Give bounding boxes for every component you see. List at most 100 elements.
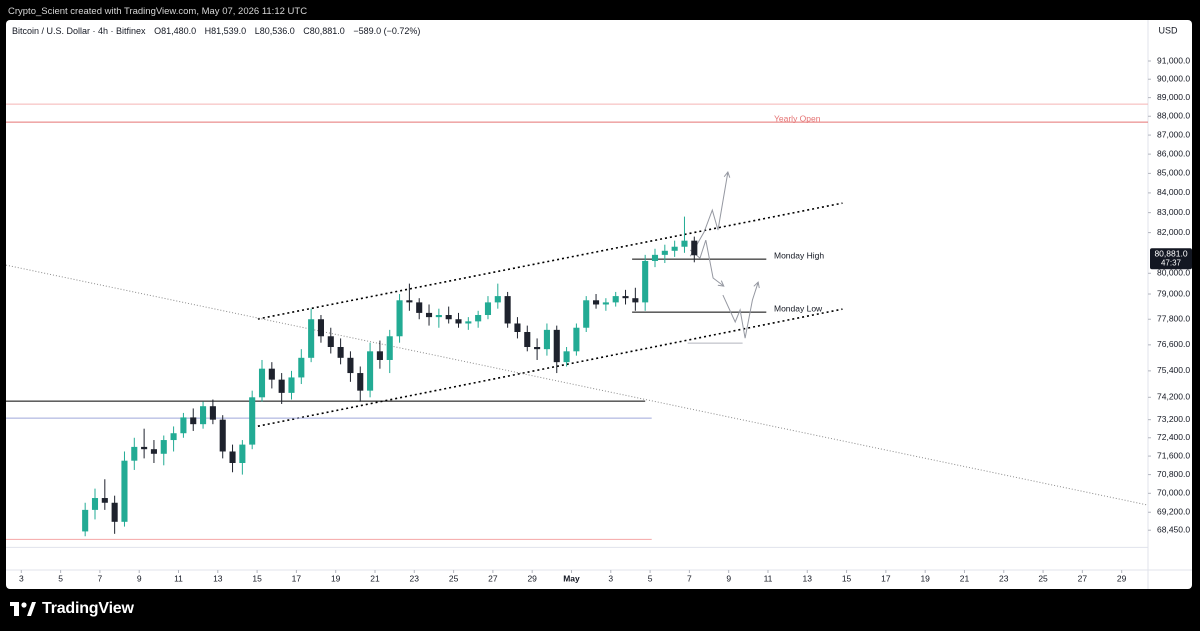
candle-body	[249, 397, 256, 445]
x-tick-label: 19	[920, 573, 930, 583]
x-tick-label: 3	[608, 573, 613, 583]
y-tick-label: 73,200.0	[1157, 414, 1190, 424]
x-tick-label: 21	[370, 573, 380, 583]
candle-body	[82, 509, 89, 532]
candle-body	[514, 323, 521, 332]
x-tick-label: 23	[410, 573, 420, 583]
drawing-line	[257, 308, 843, 427]
candle-body	[632, 298, 639, 303]
x-tick-label: 23	[999, 573, 1009, 583]
x-tick-label: 19	[331, 573, 341, 583]
candle-body	[661, 250, 668, 255]
candle-body	[416, 302, 423, 313]
ohlc-label: C	[303, 26, 310, 36]
x-tick-label: 11	[764, 573, 773, 583]
x-tick-label: May	[563, 573, 580, 583]
ohlc-label: H	[204, 26, 212, 36]
drawing-line	[722, 282, 759, 339]
y-tick-label: 84,000.0	[1157, 187, 1190, 197]
x-tick-label: 25	[449, 573, 459, 583]
y-tick-label: 77,800.0	[1157, 313, 1190, 323]
candle-body	[150, 449, 157, 454]
x-tick-label: 5	[58, 573, 63, 583]
last-price-tag	[1150, 248, 1192, 270]
candle-body	[317, 319, 325, 337]
plot-area: Yearly Open Monday High Monday Low	[6, 103, 1148, 548]
y-tick-label: 85,000.0	[1157, 168, 1190, 178]
x-tick-label: 9	[137, 573, 142, 583]
x-tick-label: 13	[803, 573, 813, 583]
candle-body	[278, 379, 285, 393]
y-tick-label: 76,600.0	[1157, 339, 1190, 349]
x-tick-label: 7	[687, 573, 692, 583]
x-tick-label: 7	[98, 573, 103, 583]
footer: TradingView	[10, 600, 134, 618]
candle-body	[465, 321, 472, 324]
candle-body	[239, 444, 246, 463]
x-tick-label: 29	[1117, 573, 1127, 583]
y-tick-label: 88,000.0	[1157, 110, 1190, 120]
ohlc-label: O	[154, 26, 162, 36]
x-tick-label: 5	[648, 573, 653, 583]
candle-body	[602, 302, 609, 305]
y-tick-label: 68,450.0	[1157, 524, 1190, 534]
x-tick-label: 27	[488, 573, 498, 583]
candle-body	[681, 240, 688, 247]
x-tick-label: 27	[1078, 573, 1088, 583]
x-tick-label: 15	[252, 573, 262, 583]
candle-body	[475, 315, 482, 322]
brand: TradingView	[42, 600, 134, 617]
y-tick-label: 91,000.0	[1157, 55, 1190, 65]
candle-body	[642, 260, 649, 303]
x-tick-label: 29	[527, 573, 537, 583]
drawing-label: Monday High	[774, 250, 824, 260]
candle-body	[671, 246, 678, 251]
candle-body	[494, 296, 501, 303]
drawing-line	[689, 171, 729, 257]
currency: USD	[1158, 25, 1178, 35]
drawing-label: Yearly Open	[774, 113, 821, 123]
candle-body	[612, 296, 619, 303]
symbol: Bitcoin / U.S. Dollar · 4h · Bitfinex	[12, 26, 146, 36]
candle-body	[691, 240, 698, 256]
candle-body	[160, 440, 167, 454]
y-tick-label: 86,000.0	[1157, 148, 1190, 158]
candle-body	[406, 300, 413, 303]
y-tick-label: 70,800.0	[1157, 469, 1190, 479]
y-tick-label: 74,200.0	[1157, 392, 1190, 402]
y-tick-label: 89,000.0	[1157, 92, 1190, 102]
credit: Crypto_Scient created with TradingView.c…	[8, 6, 308, 17]
last-price-label: 80,881.0	[1154, 248, 1187, 258]
ohlc-value: 81,480.0	[161, 26, 197, 36]
candle-body	[131, 446, 138, 461]
candle-body	[651, 254, 659, 261]
x-tick-label: 13	[213, 573, 223, 583]
y-tick-label: 69,200.0	[1157, 507, 1190, 517]
candle-body	[288, 377, 295, 393]
countdown: 47:37	[1161, 258, 1182, 267]
candle-body	[573, 327, 580, 352]
candle-body	[593, 300, 600, 305]
candle-body	[543, 329, 550, 350]
candle-body	[553, 329, 560, 363]
y-tick-label: 82,000.0	[1157, 227, 1190, 237]
candle-body	[327, 336, 334, 348]
candle-body	[396, 300, 403, 337]
candle-body	[170, 433, 177, 441]
arrow-head	[717, 280, 725, 287]
candle-body	[386, 336, 393, 360]
drawing-line	[257, 202, 843, 320]
candle-body	[121, 460, 128, 522]
y-tick-label: 87,000.0	[1157, 129, 1190, 139]
x-tick-label: 3	[19, 573, 24, 583]
y-tick-label: 70,000.0	[1157, 488, 1190, 498]
candle-body	[425, 312, 433, 318]
candle-body	[268, 368, 275, 380]
x-tick-label: 17	[292, 573, 302, 583]
candle-body	[219, 419, 226, 452]
y-tick-label: 79,000.0	[1157, 288, 1190, 298]
x-tick-label: 25	[1038, 573, 1048, 583]
candle-body	[337, 347, 344, 358]
candle-body	[347, 357, 354, 374]
y-tick-label: 80,000.0	[1157, 268, 1190, 278]
